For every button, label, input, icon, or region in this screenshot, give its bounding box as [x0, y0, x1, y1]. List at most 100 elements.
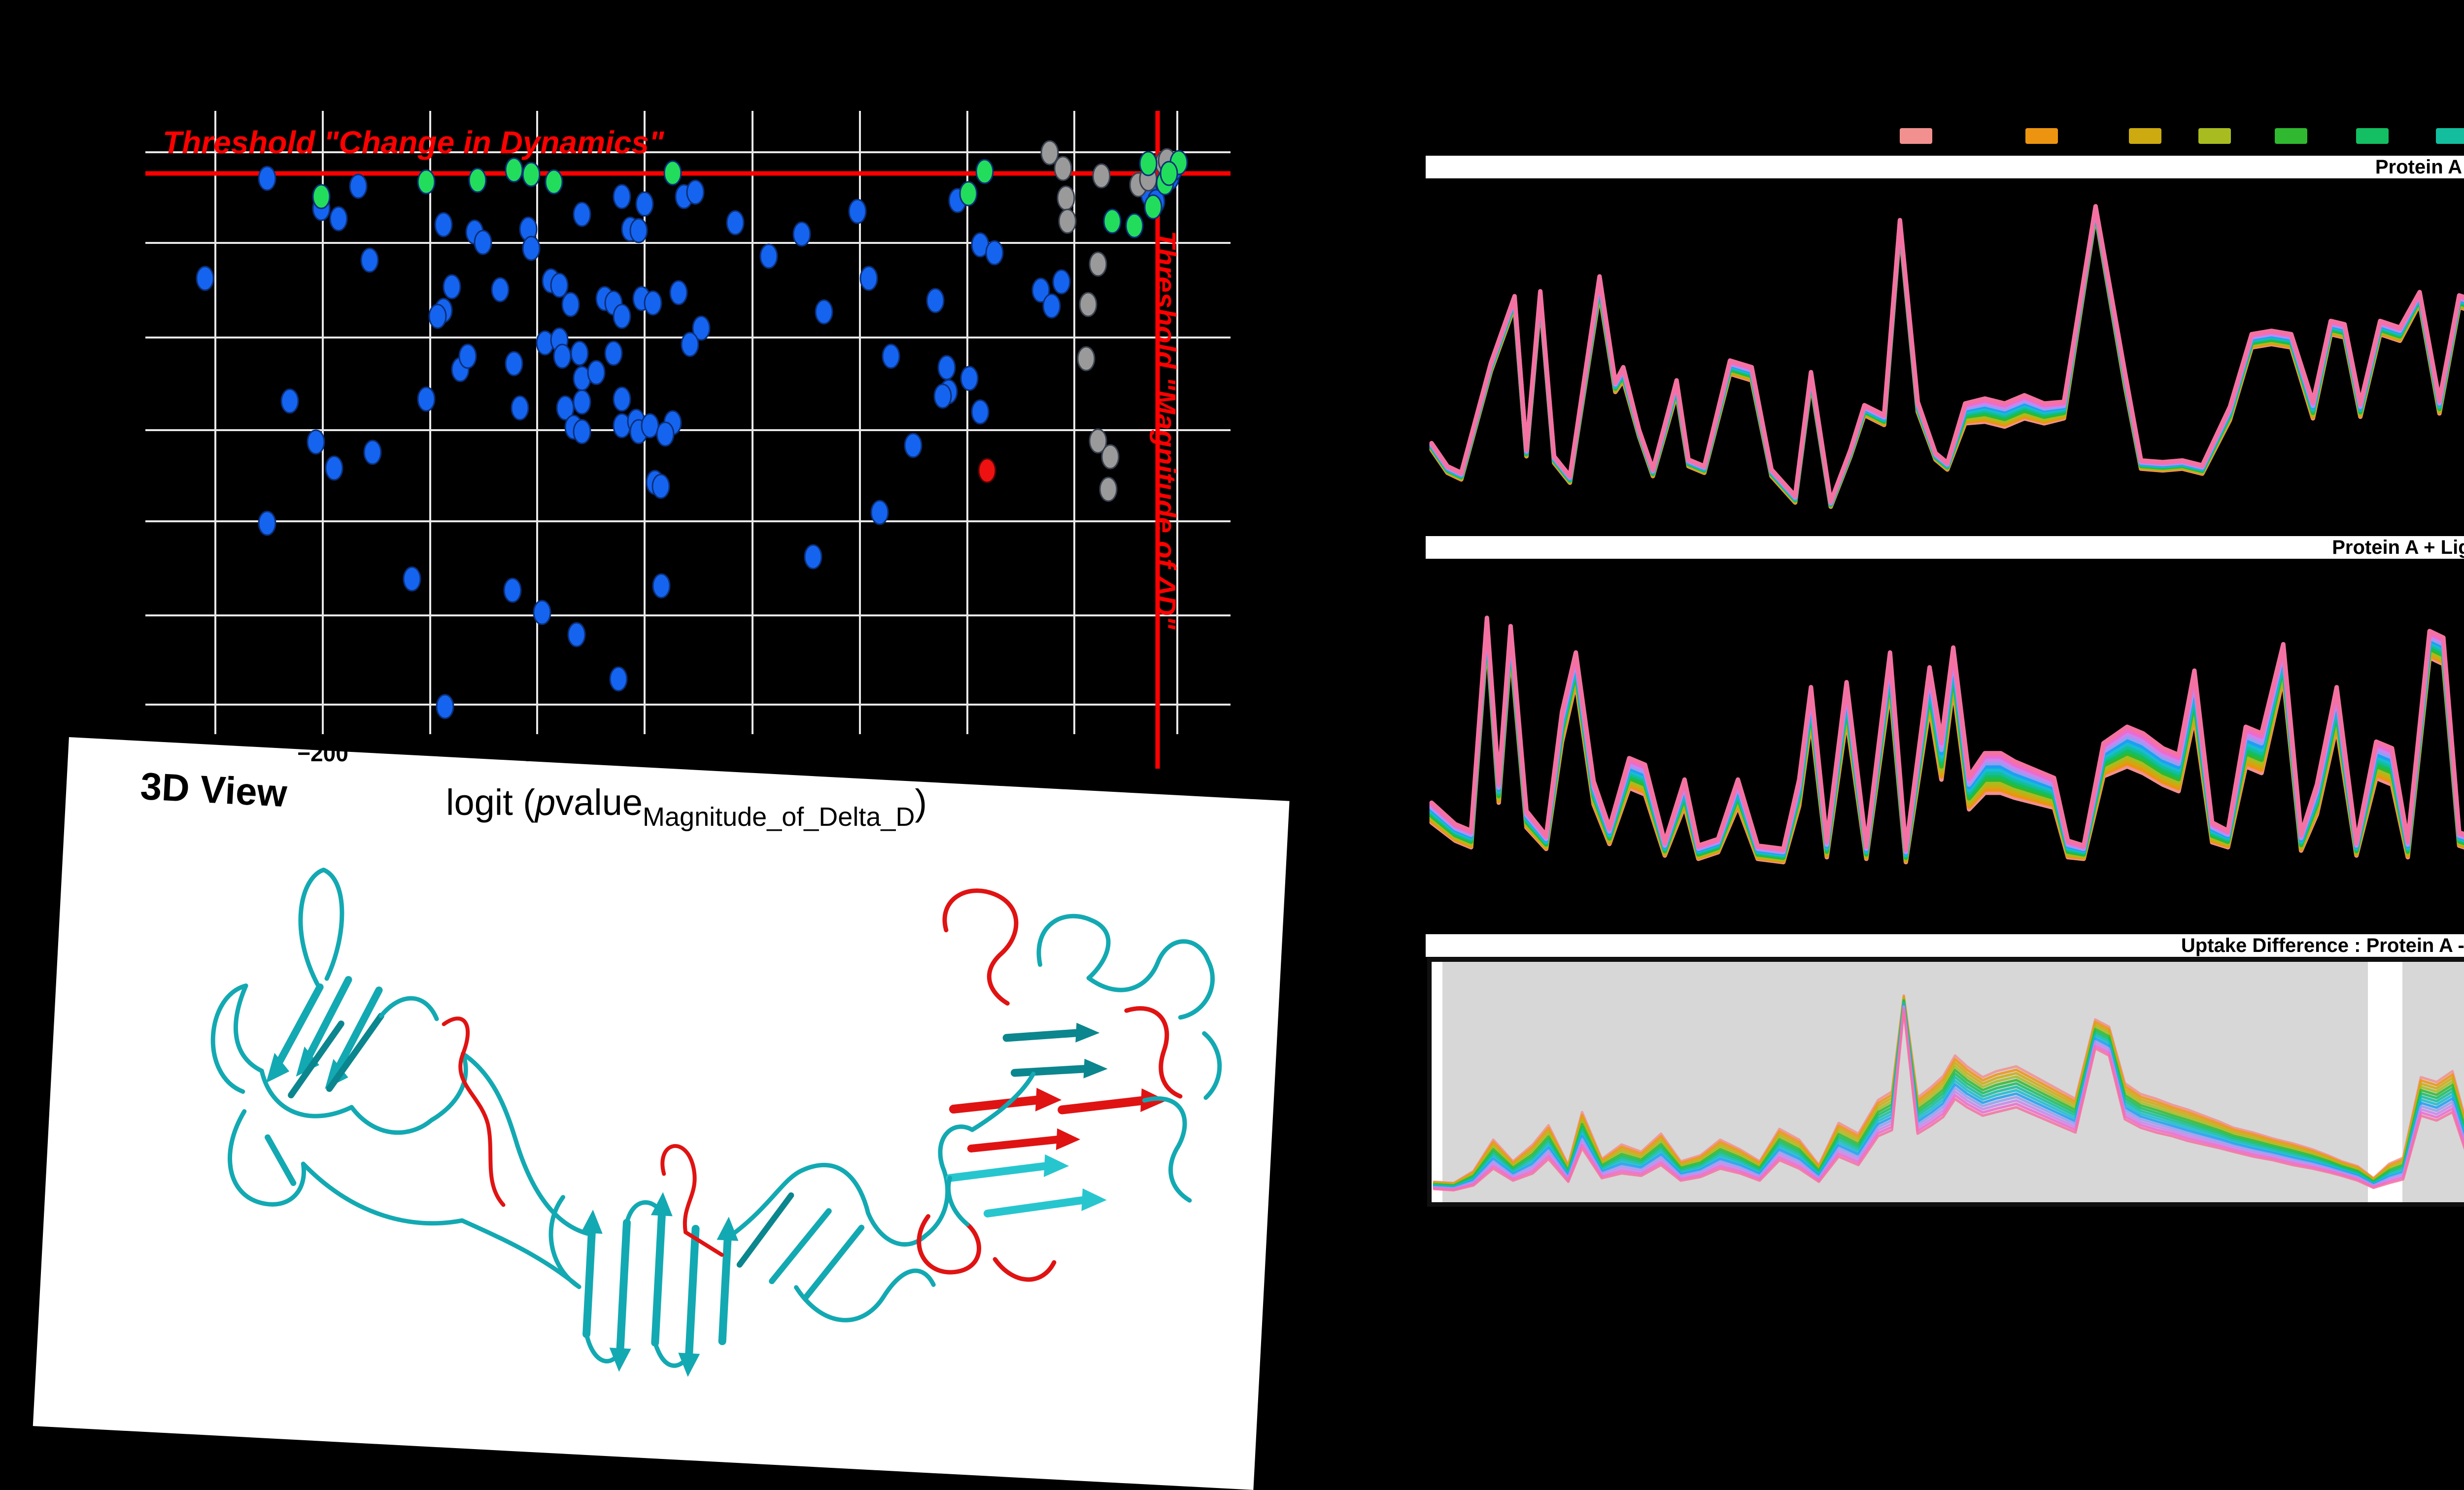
timepoint-legend[interactable]	[0, 0, 2464, 197]
volcano-point-blue[interactable]	[613, 184, 631, 209]
volcano-point-blue[interactable]	[651, 474, 670, 499]
volcano-point-gray[interactable]	[1089, 251, 1107, 277]
volcano-point-green[interactable]	[417, 169, 436, 195]
volcano-point-blue[interactable]	[511, 395, 529, 421]
volcano-point-blue[interactable]	[882, 343, 900, 369]
volcano-point-blue[interactable]	[604, 340, 623, 366]
volcano-point-blue[interactable]	[644, 290, 662, 316]
volcano-point-green[interactable]	[959, 181, 978, 206]
volcano-point-blue[interactable]	[641, 413, 659, 439]
volcano-point-blue[interactable]	[474, 230, 492, 255]
volcano-point-blue[interactable]	[458, 343, 477, 369]
volcano-point-blue[interactable]	[573, 419, 591, 444]
volcano-point-blue[interactable]	[985, 240, 1004, 266]
volcano-point-blue[interactable]	[196, 266, 214, 291]
volcano-point-blue[interactable]	[926, 288, 945, 313]
volcano-point-green[interactable]	[1160, 161, 1178, 186]
volcano-point-blue[interactable]	[792, 221, 811, 247]
volcano-point-blue[interactable]	[848, 199, 867, 224]
legend-timepoint-4[interactable]	[2198, 128, 2231, 144]
volcano-point-blue[interactable]	[417, 386, 436, 412]
volcano-point-blue[interactable]	[307, 429, 325, 455]
legend-timepoint-3[interactable]	[2129, 128, 2161, 144]
volcano-point-blue[interactable]	[609, 666, 628, 692]
volcano-point-green[interactable]	[1144, 194, 1163, 220]
volcano-point-green[interactable]	[545, 169, 563, 195]
volcano-point-blue[interactable]	[859, 266, 878, 291]
volcano-point-blue[interactable]	[652, 573, 671, 599]
volcano-point-gray[interactable]	[1058, 208, 1077, 234]
volcano-point-blue[interactable]	[587, 360, 606, 385]
volcano-point-blue[interactable]	[428, 304, 447, 329]
volcano-point-blue[interactable]	[1052, 269, 1071, 295]
volcano-point-blue[interactable]	[656, 421, 675, 447]
volcano-point-green[interactable]	[505, 157, 523, 183]
volcano-point-gray[interactable]	[1089, 428, 1107, 454]
volcano-point-blue[interactable]	[329, 206, 348, 232]
volcano-point-green[interactable]	[1125, 213, 1144, 238]
volcano-point-blue[interactable]	[726, 210, 745, 236]
volcano-point-blue[interactable]	[759, 243, 778, 269]
volcano-point-blue[interactable]	[403, 566, 421, 592]
volcano-point-blue[interactable]	[349, 173, 368, 199]
volcano-point-gray[interactable]	[1077, 346, 1095, 372]
volcano-point-gray[interactable]	[1101, 444, 1120, 470]
uptake-difference-chart[interactable]	[0, 0, 2464, 1339]
volcano-point-blue[interactable]	[681, 332, 699, 357]
volcano-point-blue[interactable]	[1031, 277, 1050, 303]
volcano-point-green[interactable]	[522, 162, 541, 187]
volcano-point-blue[interactable]	[443, 274, 461, 300]
uptake-chart-protein-a[interactable]	[0, 0, 2464, 1339]
volcano-point-green[interactable]	[663, 160, 682, 186]
volcano-point-green[interactable]	[468, 168, 487, 193]
legend-timepoint-5[interactable]	[2275, 128, 2307, 144]
volcano-point-blue[interactable]	[522, 236, 541, 261]
volcano-point-blue[interactable]	[613, 304, 631, 329]
volcano-point-blue[interactable]	[434, 212, 453, 237]
volcano-point-blue[interactable]	[491, 277, 510, 303]
volcano-point-blue[interactable]	[804, 544, 822, 570]
legend-timepoint-1[interactable]	[1900, 128, 1932, 144]
volcano-point-gray[interactable]	[1079, 292, 1097, 317]
volcano-point-blue[interactable]	[904, 433, 923, 458]
volcano-point-blue[interactable]	[567, 622, 586, 647]
volcano-point-blue[interactable]	[815, 299, 833, 325]
volcano-point-blue[interactable]	[258, 510, 276, 536]
volcano-point-blue[interactable]	[686, 179, 705, 205]
volcano-point-blue[interactable]	[629, 218, 648, 243]
volcano-point-blue[interactable]	[937, 355, 956, 380]
volcano-point-green[interactable]	[1139, 151, 1158, 176]
volcano-point-blue[interactable]	[360, 247, 379, 273]
legend-timepoint-7[interactable]	[2436, 128, 2464, 144]
volcano-point-blue[interactable]	[692, 315, 711, 341]
volcano-point-blue[interactable]	[933, 383, 952, 409]
volcano-point-blue[interactable]	[573, 389, 591, 415]
volcano-point-blue[interactable]	[436, 694, 454, 719]
volcano-point-blue[interactable]	[960, 366, 979, 391]
volcano-point-gray[interactable]	[1040, 140, 1059, 166]
volcano-point-blue[interactable]	[971, 399, 990, 425]
volcano-point-blue[interactable]	[1042, 293, 1061, 319]
protein-structure[interactable]	[146, 832, 1260, 1489]
volcano-point-blue[interactable]	[280, 388, 299, 414]
volcano-point-gray[interactable]	[1099, 476, 1118, 502]
volcano-point-blue[interactable]	[570, 340, 589, 366]
volcano-point-blue[interactable]	[258, 166, 276, 191]
volcano-point-blue[interactable]	[561, 292, 580, 317]
volcano-point-green[interactable]	[975, 159, 994, 184]
volcano-point-blue[interactable]	[503, 577, 522, 603]
volcano-point-red[interactable]	[978, 458, 996, 483]
volcano-point-green[interactable]	[1103, 208, 1122, 234]
volcano-point-gray[interactable]	[1054, 156, 1072, 181]
legend-timepoint-6[interactable]	[2356, 128, 2389, 144]
volcano-point-blue[interactable]	[573, 202, 591, 227]
volcano-point-gray[interactable]	[1092, 163, 1111, 189]
volcano-point-blue[interactable]	[363, 440, 382, 465]
volcano-point-blue[interactable]	[533, 600, 551, 625]
legend-timepoint-2[interactable]	[2025, 128, 2058, 144]
volcano-point-blue[interactable]	[635, 191, 654, 217]
volcano-point-blue[interactable]	[556, 395, 575, 421]
volcano-point-blue[interactable]	[325, 455, 343, 481]
volcano-point-blue[interactable]	[550, 272, 569, 298]
volcano-point-blue[interactable]	[669, 280, 688, 305]
